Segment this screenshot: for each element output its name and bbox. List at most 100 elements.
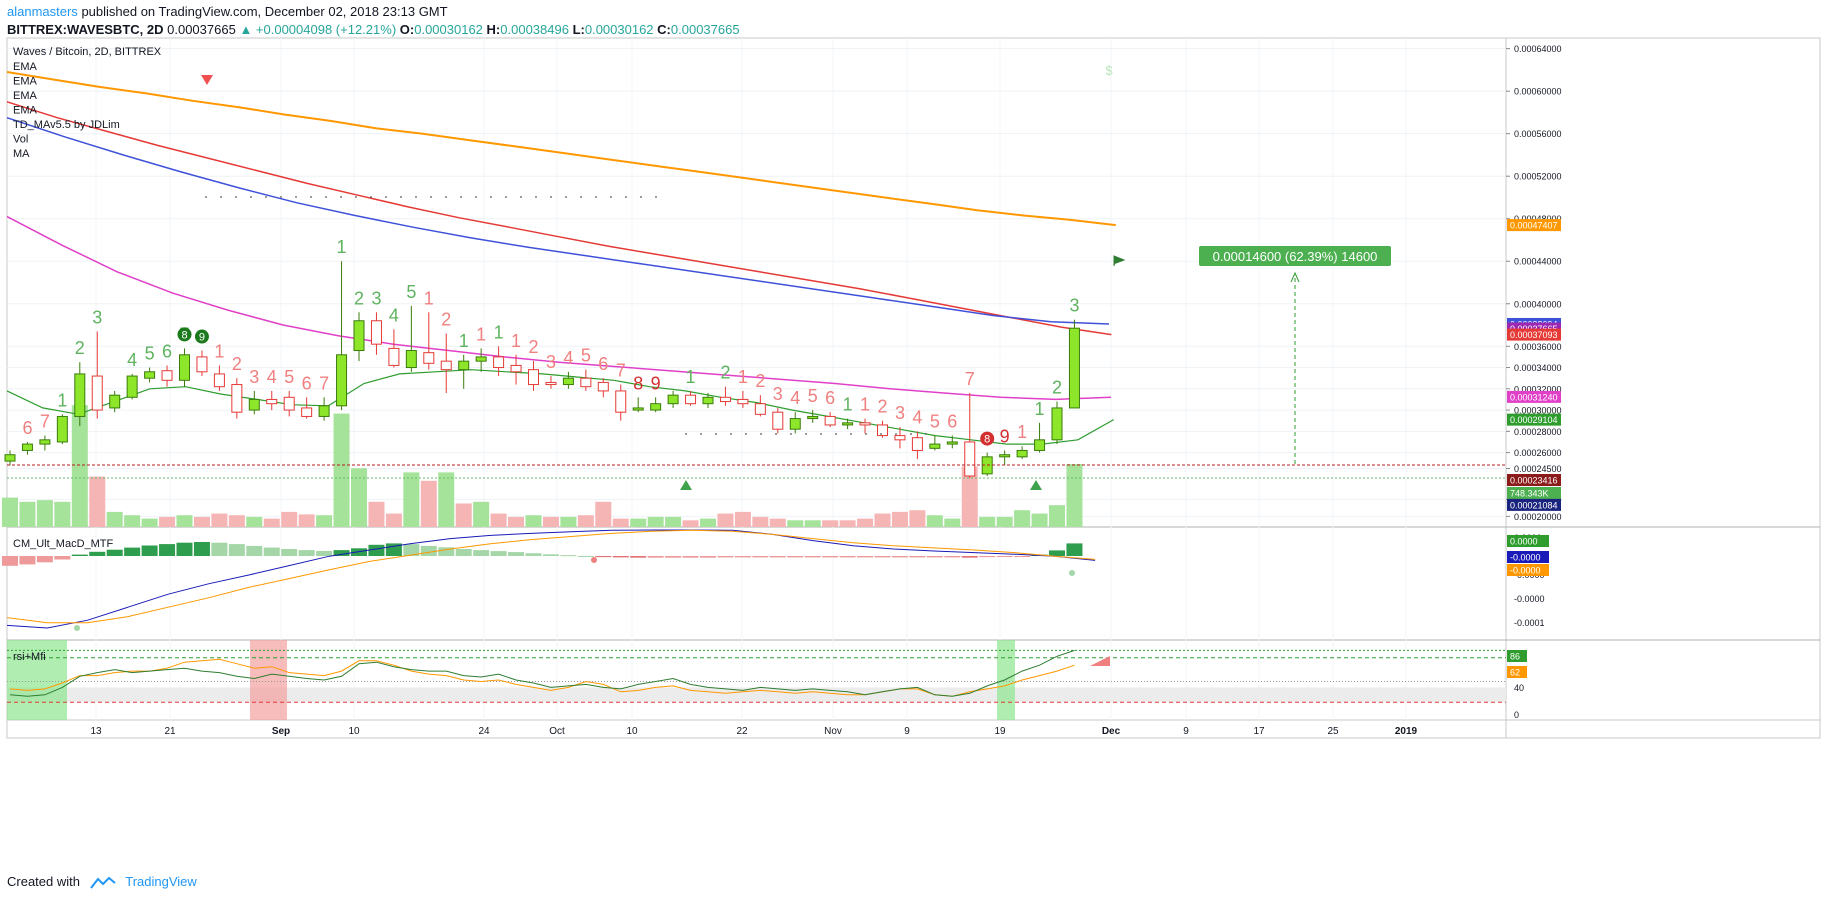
td-count-label: 1 [459, 331, 469, 351]
price-tick-label: 0.00020000 [1514, 512, 1562, 522]
candle-body [266, 398, 278, 405]
candle [161, 365, 173, 387]
macd-histogram-bar [281, 549, 298, 556]
macd-histogram-bar [1014, 556, 1031, 557]
ema-orange-line [6, 71, 1116, 227]
tradingview-logo-icon [89, 876, 116, 889]
volume-bar [612, 518, 629, 527]
volume-bar [595, 501, 612, 527]
support-dot [820, 433, 822, 435]
volume-bar [769, 518, 786, 527]
volume-bar [560, 516, 577, 527]
macd-histogram-bar [542, 554, 559, 556]
candle-body [999, 454, 1011, 458]
time-tick-label: Nov [824, 726, 842, 737]
macd-histogram-bar [979, 556, 996, 558]
dollar-marker: $ [1105, 63, 1113, 78]
macd-histogram-bar [630, 556, 647, 558]
volume-bar [89, 476, 106, 527]
macd-histogram-bar [159, 544, 176, 556]
candle-body [946, 441, 958, 445]
macd-histogram-bar [665, 556, 682, 558]
candle-body [74, 373, 86, 417]
macd-histogram-bar [734, 556, 751, 558]
macd-histogram-bar [857, 556, 874, 558]
price-tick-label: 0.00044000 [1514, 257, 1562, 267]
volume-bar [351, 468, 367, 527]
candle [894, 427, 906, 449]
time-tick-label: Oct [549, 726, 565, 737]
candle [318, 397, 330, 421]
td-count-label: 1 [476, 324, 486, 344]
candle-body [1051, 407, 1063, 441]
candle-body [528, 369, 539, 386]
resistance-dot [235, 196, 237, 198]
td-count-label: 2 [1052, 378, 1062, 398]
candle [39, 435, 51, 451]
resistance-dot [640, 196, 642, 198]
legend-item: EMA [13, 76, 38, 88]
candle-body [545, 381, 557, 386]
candle [580, 369, 592, 391]
tradingview-link[interactable]: TradingView [125, 874, 197, 889]
resistance-dot [610, 196, 612, 198]
candle [405, 305, 417, 372]
created-with-text: Created with [7, 874, 80, 889]
symbol-line: BITTREX:WAVESBTC, 2D 0.00037665 ▲ +0.000… [7, 22, 740, 37]
volume-bar [2, 497, 18, 527]
volume-bar [281, 511, 298, 527]
candle-body [388, 347, 400, 366]
candle-body [842, 422, 854, 426]
resistance-dot [265, 196, 267, 198]
time-tick-label: 17 [1253, 726, 1265, 737]
candle-body [615, 390, 627, 413]
resistance-dot [520, 196, 522, 198]
candle-body [336, 354, 348, 407]
candle [1051, 401, 1063, 445]
measure-box [1199, 246, 1391, 266]
candle [510, 354, 522, 385]
candle-body [423, 352, 435, 364]
candle [824, 412, 836, 428]
volume-bar [420, 480, 437, 527]
macd-value-badge [1507, 564, 1549, 576]
candle [650, 397, 662, 413]
td-count-label: 1 [1017, 422, 1027, 442]
candle [1068, 319, 1080, 409]
candle [1016, 446, 1028, 459]
volume-bar [54, 501, 71, 527]
volume-bar [630, 518, 647, 527]
volume-bar [1031, 513, 1048, 527]
resistance-dot [505, 196, 507, 198]
candle-body [702, 396, 714, 405]
macd-histogram-bar [717, 556, 734, 558]
td-setup-label: 9 [199, 332, 205, 344]
resistance-dot [490, 196, 492, 198]
candle-body [493, 356, 505, 369]
candle-body [161, 370, 173, 381]
candle [248, 390, 260, 415]
support-dot [910, 433, 912, 435]
rsi-extreme-zone [7, 640, 67, 720]
volume-bar [228, 515, 245, 527]
support-dot [775, 433, 777, 435]
candle [615, 384, 627, 421]
macd-line [6, 529, 1096, 629]
price-tick-label: 0.00026000 [1514, 448, 1562, 458]
price-tick-label: 0.00036000 [1514, 342, 1562, 352]
author-link[interactable]: alanmasters [7, 4, 78, 19]
legend-item: MA [13, 148, 30, 160]
macd-histogram-bar [822, 556, 839, 558]
price-axis-badge-label: 0.00023416 [1510, 476, 1558, 486]
support-dot [790, 433, 792, 435]
candle [632, 397, 644, 413]
macd-histogram-bar [438, 547, 455, 556]
candle [423, 312, 435, 370]
close-value: 0.00037665 [670, 22, 740, 37]
support-dot [925, 433, 927, 435]
time-tick-label: Dec [1102, 726, 1121, 737]
candle [946, 435, 958, 449]
rsi-tick-label: 0 [1514, 710, 1519, 720]
candle-body [196, 356, 208, 373]
